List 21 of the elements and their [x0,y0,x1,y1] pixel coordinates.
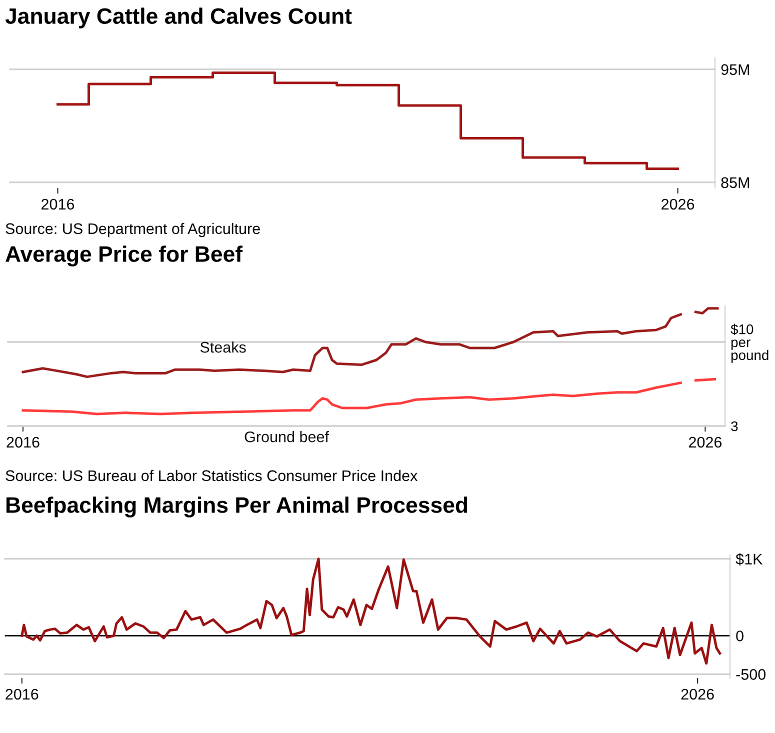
y-tick-label: 85M [721,177,750,188]
x-tick-label: 2016 [6,436,40,448]
y-tick-label: 0 [736,630,744,642]
line-series [20,558,722,665]
chart-title: Average Price for Beef [6,246,243,266]
series-label: Steaks [200,341,246,353]
chart-title: January Cattle and Calves Count [5,8,352,28]
x-tick-label: 2026 [662,198,694,210]
x-tick-label: 2016 [42,198,74,210]
y-tick-label: -500 [736,669,766,680]
source-note: Source: US Department of Agriculture [6,222,260,238]
y-tick-label: 95M [721,64,750,75]
x-tick-label: 2026 [681,688,714,700]
source-note: Source: US Bureau of Labor Statistics Consumer Price Index [6,470,418,482]
y-tick-label: $10 per pound [730,324,768,363]
chart-title: Beefpacking Margins Per Animal Processed [6,496,468,518]
y-tick-label: $1K [736,553,763,566]
series-label: Ground beef [244,431,330,442]
y-tick-label: 3 [731,421,738,432]
x-tick-label: 2026 [688,436,722,448]
x-tick-label: 2016 [6,688,38,700]
